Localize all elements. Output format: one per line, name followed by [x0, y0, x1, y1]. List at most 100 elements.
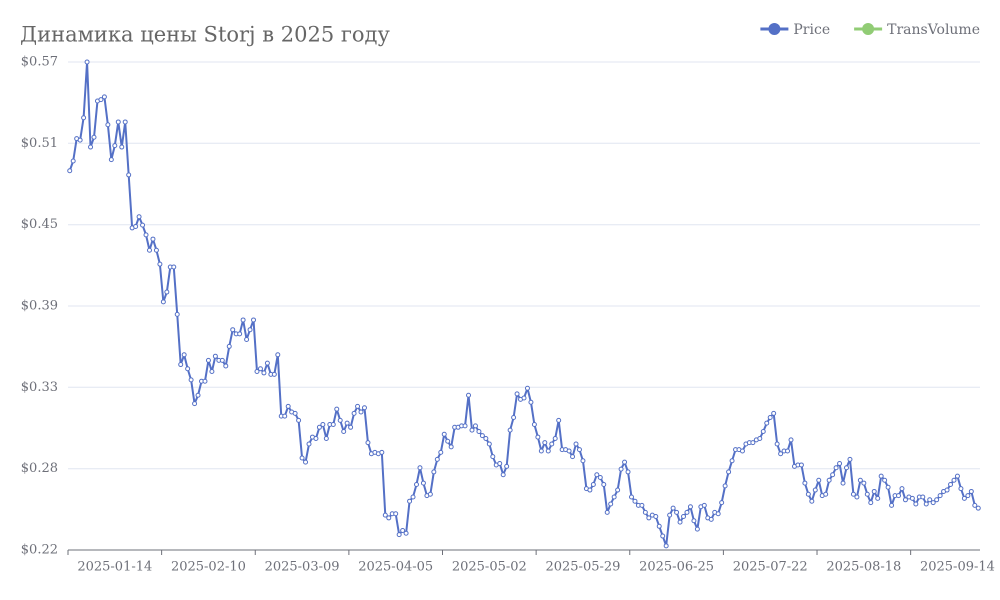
point [837, 461, 843, 467]
point [656, 523, 662, 529]
point [809, 498, 815, 504]
point [303, 459, 309, 465]
point [351, 410, 357, 416]
point [361, 405, 367, 411]
y-tick-label: $0.57 [21, 55, 58, 70]
y-tick-label: $0.22 [21, 543, 58, 558]
point [843, 465, 849, 471]
point [355, 403, 361, 409]
point [899, 486, 905, 492]
legend-label: TransVolume [887, 22, 980, 38]
point [826, 477, 832, 483]
point [927, 497, 933, 503]
point [722, 483, 728, 489]
point [490, 454, 496, 460]
point [913, 501, 919, 507]
point [625, 469, 631, 475]
point [140, 222, 146, 228]
point [902, 497, 908, 503]
point [726, 469, 732, 475]
point [937, 493, 943, 499]
point [84, 59, 90, 65]
point [115, 119, 121, 125]
point [889, 502, 895, 508]
y-tick-label: $0.45 [21, 217, 58, 232]
point [133, 224, 139, 230]
point [590, 481, 596, 487]
legend-icon-dot [862, 23, 875, 35]
point [715, 511, 721, 517]
point [192, 401, 198, 407]
point [70, 158, 76, 164]
point [968, 488, 974, 494]
point [417, 465, 423, 471]
point [136, 214, 142, 220]
point [261, 370, 267, 376]
point [514, 391, 520, 397]
point [438, 449, 444, 455]
point [386, 515, 392, 521]
point [254, 369, 260, 375]
point [885, 484, 891, 490]
point [701, 502, 707, 508]
point [157, 261, 163, 267]
point [448, 444, 454, 450]
point [511, 415, 517, 421]
point [209, 369, 215, 375]
point [185, 366, 191, 372]
point [334, 406, 340, 412]
point [212, 353, 218, 359]
legend-icon-dot [768, 23, 781, 35]
point [316, 424, 322, 430]
point [954, 473, 960, 479]
point [739, 448, 745, 454]
y-tick-label: $0.39 [21, 299, 58, 314]
point [171, 264, 177, 270]
point [330, 422, 336, 428]
legend-item: TransVolume [854, 22, 980, 38]
point [247, 327, 253, 333]
point [580, 458, 586, 464]
point [653, 514, 659, 520]
point [410, 494, 416, 500]
point [760, 428, 766, 434]
point [219, 357, 225, 363]
point [202, 378, 208, 384]
point [615, 487, 621, 493]
point [798, 462, 804, 468]
chart-title: Динамика цены Storj в 2025 году [20, 23, 390, 47]
point [479, 433, 485, 439]
point [691, 518, 697, 524]
point [632, 498, 638, 504]
point [552, 435, 558, 441]
point [112, 143, 118, 149]
point [434, 456, 440, 462]
x-tick-label: 2025-05-02 [452, 560, 527, 575]
point [143, 232, 149, 238]
point [108, 157, 114, 163]
point [875, 495, 881, 501]
point [358, 409, 364, 415]
point [805, 491, 811, 497]
point [379, 449, 385, 455]
point [160, 299, 166, 305]
point [81, 115, 87, 121]
point [802, 480, 808, 486]
point [642, 509, 648, 515]
point [119, 144, 125, 150]
point [469, 427, 475, 433]
point [774, 441, 780, 447]
point [226, 343, 232, 349]
point [566, 448, 572, 454]
point [601, 481, 607, 487]
point [909, 495, 915, 501]
point [646, 515, 652, 521]
point [684, 509, 690, 515]
point [344, 420, 350, 426]
point [237, 331, 243, 337]
point [896, 493, 902, 499]
point [497, 461, 503, 467]
point [833, 465, 839, 471]
point [594, 472, 600, 478]
